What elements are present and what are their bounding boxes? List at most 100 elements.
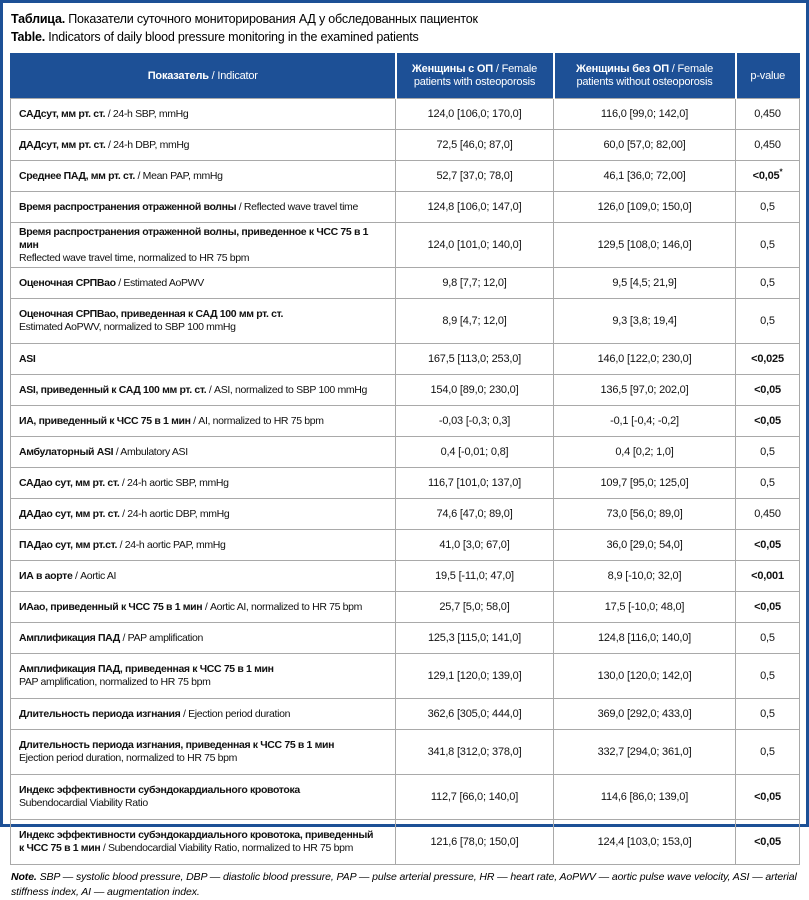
value-text: 8,9 [-10,0; 32,0] [607, 570, 682, 582]
value-text: 125,3 [115,0; 141,0] [427, 632, 522, 644]
caption-text-ru: Показатели суточного мониторирования АД … [64, 12, 478, 26]
indicator-text: / Subendocardial Viability Ratio, normal… [100, 842, 353, 854]
p-value-cell: 0,5 [735, 298, 800, 344]
indicator-cell: ИАао, приведенный к ЧСС 75 в 1 мин / Aor… [10, 591, 396, 623]
indicator-cell: Длительность периода изгнания / Ejection… [10, 698, 396, 730]
value-text: 116,0 [99,0; 142,0] [600, 108, 689, 120]
p-value-cell: <0,05 [735, 591, 800, 623]
value-cell-with-osteoporosis: 25,7 [5,0; 58,0] [395, 591, 554, 623]
value-cell-without-osteoporosis: 116,0 [99,0; 142,0] [553, 98, 736, 130]
value-cell-without-osteoporosis: 124,4 [103,0; 153,0] [553, 819, 736, 865]
table-row: ИА, приведенный к ЧСС 75 в 1 мин / AI, n… [10, 405, 800, 437]
column-header-indicator-ru: Показатель [147, 69, 209, 82]
value-text: 60,0 [57,0; 82,00] [603, 139, 686, 151]
indicator-cell: Амплификация ПАД / PAP amplification [10, 622, 396, 654]
table-row: Амбулаторный ASI / Ambulatory ASI 0,4 [-0… [10, 436, 800, 468]
p-value-text: <0,05 [752, 170, 780, 182]
value-text: 121,6 [78,0; 150,0] [430, 836, 519, 848]
p-value-text: 0,5 [760, 746, 775, 758]
p-value-cell: <0,001 [735, 560, 800, 592]
indicator-text: ДАДао сут, мм рт. ст. [19, 507, 120, 520]
p-value-cell: 0,5 [735, 222, 800, 268]
value-text: 124,8 [106,0; 147,0] [427, 201, 522, 213]
value-text: 0,4 [0,2; 1,0] [615, 446, 674, 458]
indicator-text: / ASI, normalized to SBP 100 mmHg [206, 383, 367, 396]
indicator-text: / 24-h aortic PAP, mmHg [117, 538, 226, 551]
value-cell-with-osteoporosis: 124,0 [106,0; 170,0] [395, 98, 554, 130]
p-value-text: 0,5 [760, 446, 775, 458]
value-cell-without-osteoporosis: 17,5 [-10,0; 48,0] [553, 591, 736, 623]
indicator-cell: ASI, приведенный к САД 100 мм рт. ст. / … [10, 374, 396, 406]
indicator-text: Оценочная СРПВао [19, 276, 116, 289]
table-row: ДАДсут, мм рт. ст. / 24-h DBP, mmHg 72,5 … [10, 129, 800, 161]
value-cell-without-osteoporosis: 136,5 [97,0; 202,0] [553, 374, 736, 406]
p-value-text: <0,05 [754, 601, 781, 613]
value-text: 74,6 [47,0; 89,0] [436, 508, 513, 520]
p-value-cell: <0,05 [735, 819, 800, 865]
indicator-text: САДсут, мм рт. ст. [19, 107, 106, 120]
column-header-p-value-label: p-value [750, 69, 786, 82]
indicator-cell: Индекс эффективности субэндокардиального… [10, 774, 396, 820]
indicator-text: Амбулаторный ASI [19, 445, 114, 458]
value-cell-without-osteoporosis: 109,7 [95,0; 125,0] [553, 467, 736, 499]
value-cell-without-osteoporosis: 124,8 [116,0; 140,0] [553, 622, 736, 654]
table-note: Note. SBP — systolic blood pressure, DBP… [11, 870, 798, 900]
indicator-text: Амплификация ПАД, приведенная к ЧСС 75 в… [19, 663, 274, 675]
table-row: Оценочная СРПВао / Estimated AoPWV 9,8 [7… [10, 267, 800, 299]
table-row: ASI 167,5 [113,0; 253,0] 146,0 [122,0; 230… [10, 343, 800, 375]
indicator-text: ИАао, приведенный к ЧСС 75 в 1 мин [19, 600, 203, 613]
value-text: -0,1 [-0,4; -0,2] [610, 415, 679, 427]
indicator-text: / Aortic AI, normalized to HR 75 bpm [202, 600, 363, 613]
value-text: 19,5 [-11,0; 47,0] [435, 570, 514, 582]
indicator-cell: Время распространения отраженной волны /… [10, 191, 396, 223]
indicator-text: / 24-h aortic DBP, mmHg [119, 507, 230, 520]
indicator-text: Индекс эффективности субэндокардиального… [19, 784, 300, 796]
indicator-cell: Индекс эффективности субэндокардиального… [10, 819, 396, 865]
p-value-text: 0,5 [760, 277, 775, 289]
indicator-text: / Reflected wave travel time [236, 200, 359, 213]
value-text: 146,0 [122,0; 230,0] [597, 353, 692, 365]
table-row: САДсут, мм рт. ст. / 24-h SBP, mmHg 124,0… [10, 98, 800, 130]
value-cell-with-osteoporosis: 341,8 [312,0; 378,0] [395, 729, 554, 775]
indicator-text: САДао сут, мм рт. ст. [19, 476, 120, 489]
table-header: Показатель / Indicator Женщины с ОП / Fe… [10, 53, 800, 99]
value-cell-with-osteoporosis: 129,1 [120,0; 139,0] [395, 653, 554, 699]
table-row: Время распространения отраженной волны /… [10, 191, 800, 223]
value-text: 112,7 [66,0; 140,0] [430, 791, 519, 803]
indicator-cell: Оценочная СРПВао, приведенная к САД 100 … [10, 298, 396, 344]
value-text: 124,8 [116,0; 140,0] [597, 632, 692, 644]
p-value-text: 0,5 [760, 708, 775, 720]
data-table: Показатель / Indicator Женщины с ОП / Fe… [10, 53, 800, 865]
p-value-cell: 0,5 [735, 729, 800, 775]
value-cell-with-osteoporosis: 9,8 [7,7; 12,0] [395, 267, 554, 299]
note-label: Note. [11, 871, 37, 883]
value-cell-without-osteoporosis: 73,0 [56,0; 89,0] [553, 498, 736, 530]
indicator-text: ИА в аорте [19, 569, 73, 582]
indicator-text: / 24-h aortic SBP, mmHg [119, 476, 229, 489]
p-value-cell: 0,450 [735, 498, 800, 530]
value-cell-with-osteoporosis: 0,4 [-0,01; 0,8] [395, 436, 554, 468]
p-value-text: 0,5 [760, 477, 775, 489]
value-cell-without-osteoporosis: 9,5 [4,5; 21,9] [553, 267, 736, 299]
value-cell-with-osteoporosis: 121,6 [78,0; 150,0] [395, 819, 554, 865]
value-text: 154,0 [89,0; 230,0] [430, 384, 519, 396]
indicator-text: PAP amplification, normalized to HR 75 b… [19, 676, 211, 688]
value-text: 41,0 [3,0; 67,0] [439, 539, 510, 551]
p-value-cell: <0,05 [735, 374, 800, 406]
p-value-text: 0,450 [754, 139, 781, 151]
value-text: 9,8 [7,7; 12,0] [442, 277, 507, 289]
value-cell-with-osteoporosis: 52,7 [37,0; 78,0] [395, 160, 554, 192]
column-header-with-osteoporosis: Женщины с ОП / Female patients with oste… [394, 53, 554, 99]
value-text: 167,5 [113,0; 253,0] [427, 353, 522, 365]
value-cell-with-osteoporosis: 124,0 [101,0; 140,0] [395, 222, 554, 268]
p-value-cell: 0,5 [735, 622, 800, 654]
table-row: ИА в аорте / Aortic AI 19,5 [-11,0; 47,0]… [10, 560, 800, 592]
value-cell-without-osteoporosis: 0,4 [0,2; 1,0] [553, 436, 736, 468]
indicator-text: / 24-h SBP, mmHg [105, 107, 189, 120]
p-value-text: <0,001 [751, 570, 784, 582]
column-header-indicator-en: / Indicator [208, 69, 258, 82]
p-value-cell: 0,5 [735, 436, 800, 468]
indicator-text: к ЧСС 75 в 1 мин [19, 842, 101, 854]
value-text: 116,7 [101,0; 137,0] [427, 477, 522, 489]
